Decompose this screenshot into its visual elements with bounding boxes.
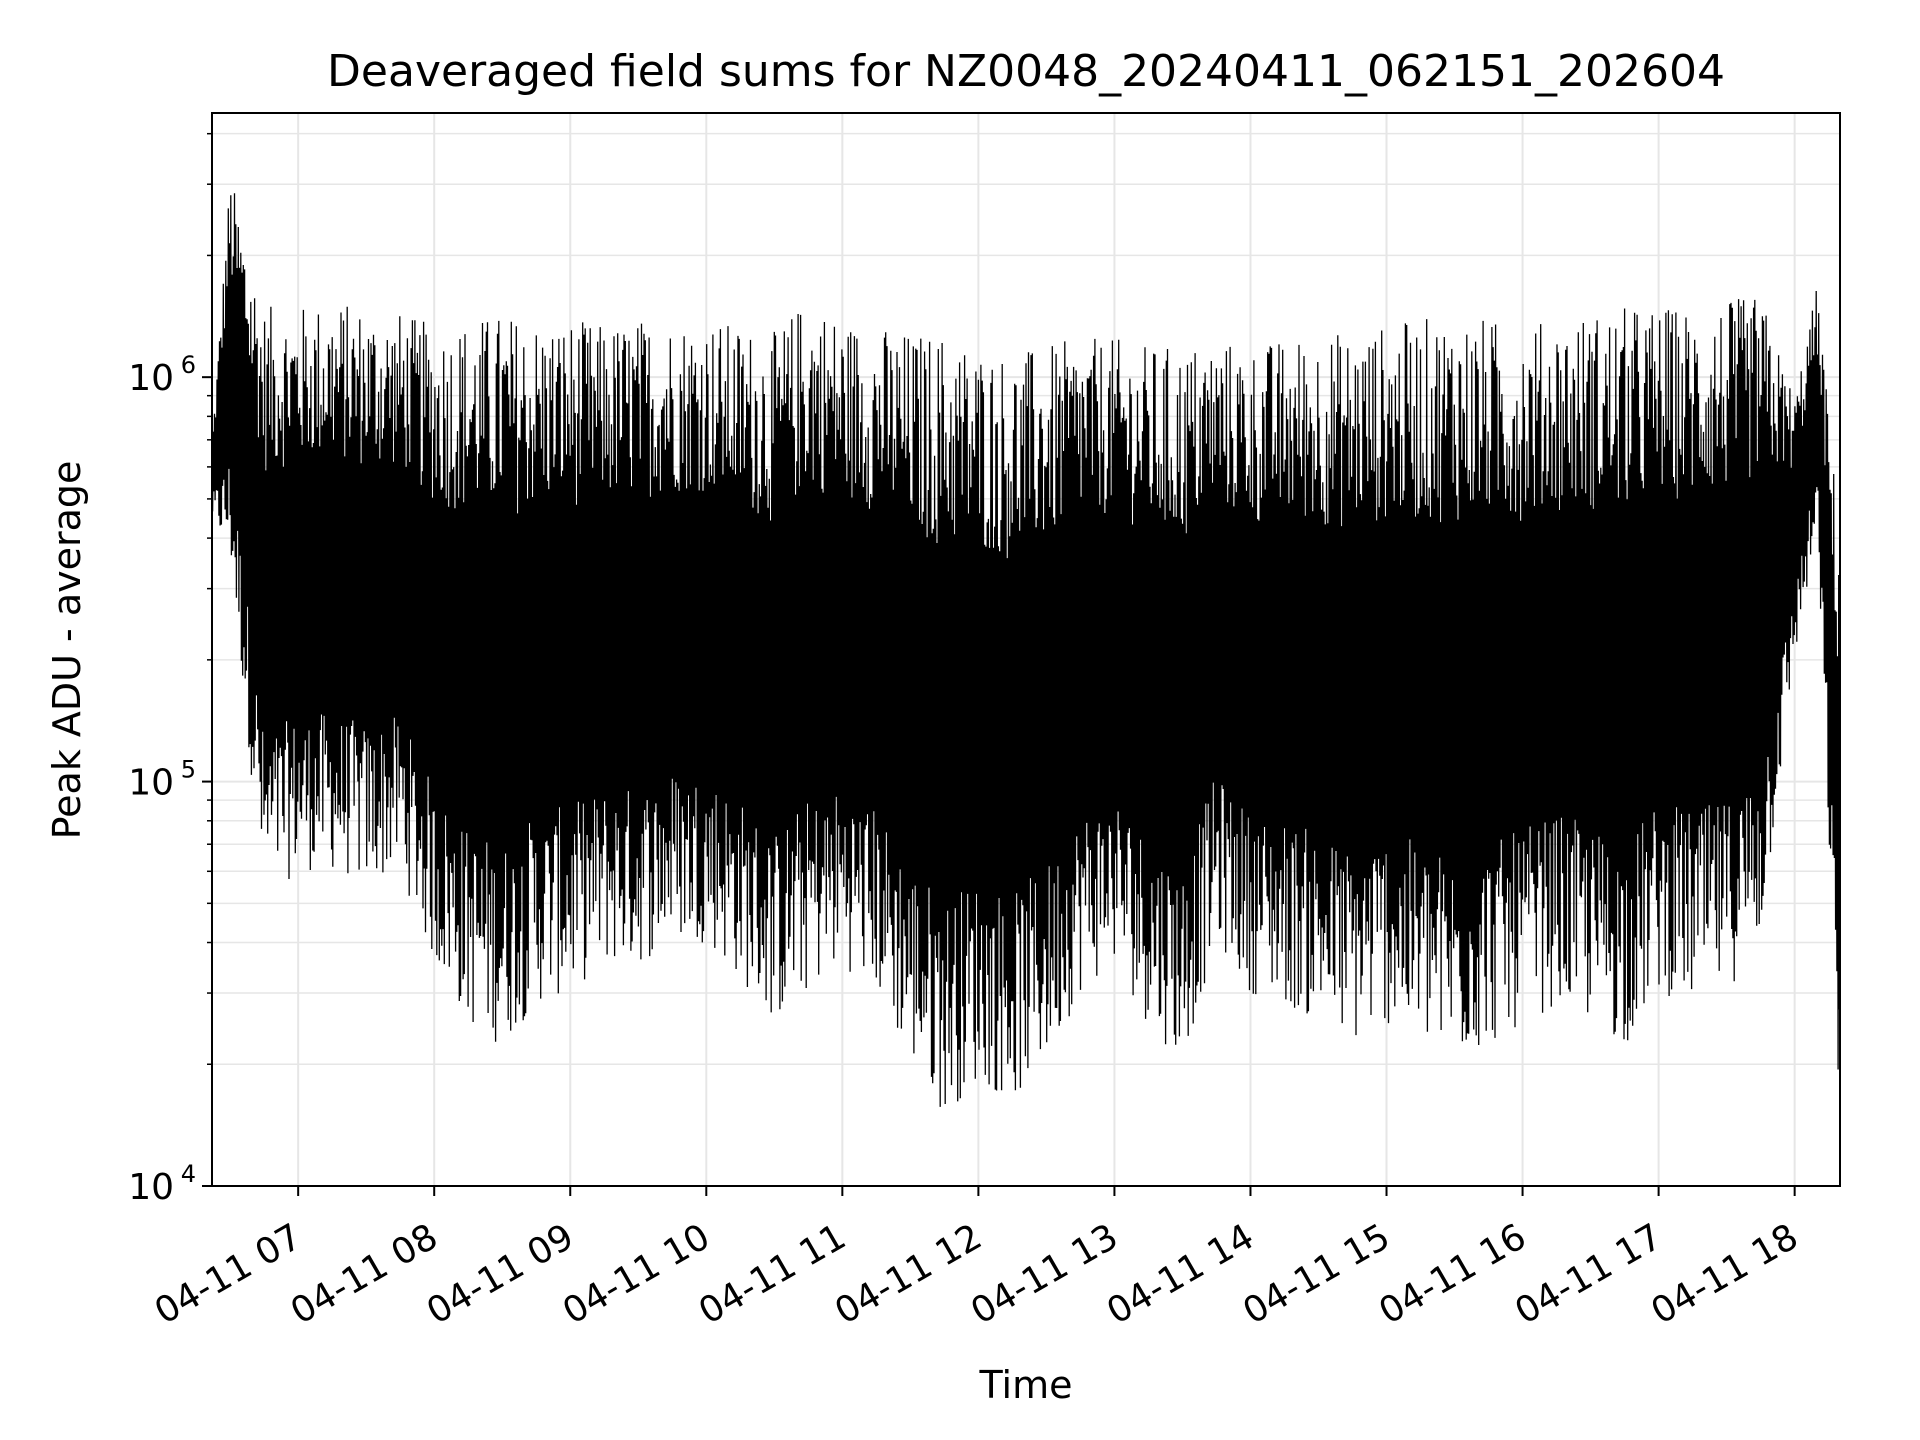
y-tick-label: 10 — [128, 358, 174, 399]
x-tick-label: 04-11 11 — [692, 1216, 853, 1332]
y-tick-exponent: 5 — [181, 756, 196, 784]
x-tick-label: 04-11 10 — [556, 1216, 717, 1332]
series-line — [211, 193, 1841, 1107]
x-tick-label: 04-11 13 — [964, 1216, 1125, 1332]
plot-frame — [211, 112, 1841, 1187]
y-tick-exponent: 4 — [181, 1160, 196, 1188]
x-tick-label: 04-11 08 — [284, 1216, 445, 1332]
y-tick-label: 10 — [128, 1167, 174, 1208]
x-tick-label: 04-11 07 — [148, 1216, 309, 1332]
x-tick-label: 04-11 14 — [1100, 1216, 1261, 1332]
x-tick-label: 04-11 17 — [1508, 1216, 1669, 1332]
x-axis-label: Time — [979, 1363, 1073, 1407]
x-tick-label: 04-11 16 — [1372, 1216, 1533, 1332]
series-group — [211, 193, 1841, 1107]
y-axis-label: Peak ADU - average — [45, 461, 89, 840]
y-tick-label: 10 — [128, 763, 174, 804]
chart-title: Deaveraged field sums for NZ0048_2024041… — [327, 46, 1725, 97]
y-tick-exponent: 6 — [181, 351, 196, 379]
x-tick-label: 04-11 12 — [828, 1216, 989, 1332]
x-tick-label: 04-11 18 — [1644, 1216, 1805, 1332]
x-tick-label: 04-11 09 — [420, 1216, 581, 1332]
x-tick-label: 04-11 15 — [1236, 1216, 1397, 1332]
